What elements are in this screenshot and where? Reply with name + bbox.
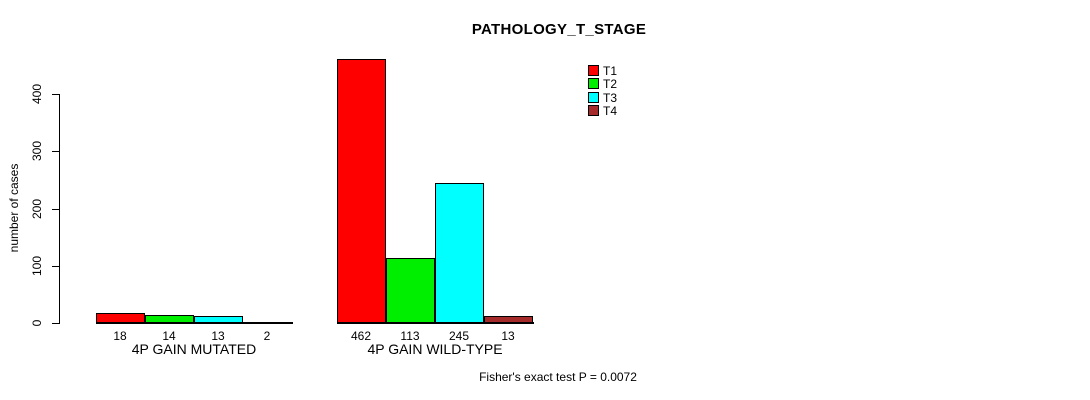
x-axis-baseline [96,322,293,324]
legend-swatch [588,65,599,76]
y-axis-tick [52,208,59,210]
y-axis-tick-label: 200 [30,198,44,219]
bar-value-label: 13 [211,329,225,343]
bar-value-label: 2 [263,329,271,343]
bar-value-label: 462 [350,329,372,343]
legend-label: T4 [603,103,618,118]
y-axis-tick-label: 300 [30,141,44,162]
y-axis-line [59,94,60,324]
bar-value-label: 14 [162,329,176,343]
x-axis-group-label: 4P GAIN MUTATED [131,341,257,357]
legend-label: T2 [603,77,618,92]
y-axis-tick-label: 400 [30,83,44,105]
x-axis-group-label: 4P GAIN WILD-TYPE [367,341,503,357]
bar-value-label: 113 [400,329,420,343]
y-axis-tick [52,265,59,267]
x-axis-baseline [337,322,534,324]
legend-label: T3 [603,90,618,105]
chart-title: PATHOLOGY_T_STAGE [471,21,647,38]
y-axis-tick-label: 0 [30,319,44,327]
y-axis-tick-label: 100 [30,255,44,276]
bar [435,182,484,323]
y-axis-label: number of cases [7,163,21,253]
y-axis-tick [52,151,59,153]
statistical-test-note: Fisher's exact test P = 0.0072 [479,370,637,384]
y-axis-tick [52,94,59,95]
legend-swatch [588,78,599,90]
legend-swatch [588,91,599,103]
y-axis-tick [52,323,59,324]
bar-value-label: 13 [501,329,515,343]
bar [337,58,386,323]
legend-label: T1 [603,64,618,78]
bar-value-label: 18 [113,329,127,343]
bar-value-label: 245 [448,329,470,343]
bar [386,258,435,323]
legend-swatch [588,104,599,116]
